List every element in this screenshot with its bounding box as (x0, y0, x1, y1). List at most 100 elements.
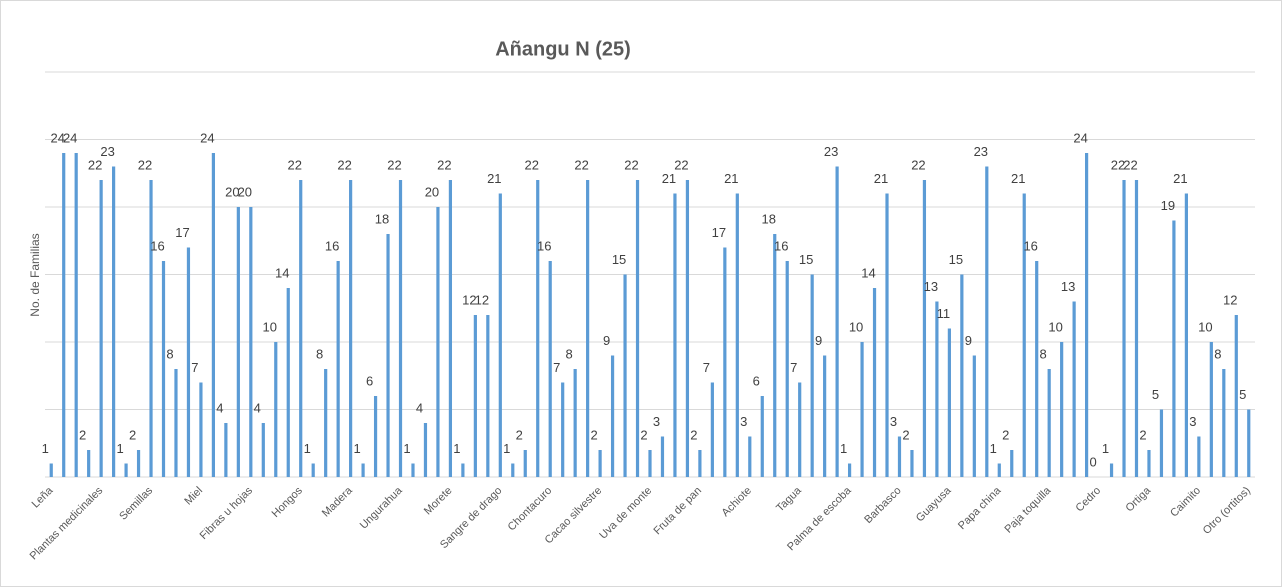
data-label: 22 (387, 157, 401, 172)
data-label: 15 (612, 252, 626, 267)
bar (1122, 180, 1126, 477)
data-label: 23 (824, 144, 838, 159)
bar (561, 382, 565, 477)
data-label: 10 (1198, 319, 1212, 334)
bar (935, 301, 939, 477)
data-label: 21 (662, 171, 676, 186)
data-label: 24 (50, 130, 64, 145)
bar (760, 396, 764, 477)
bar (448, 180, 453, 477)
data-label: 17 (175, 225, 189, 240)
data-label: 18 (375, 211, 389, 226)
bar (1084, 153, 1089, 477)
data-label: 2 (516, 427, 523, 442)
data-label: 0 (1089, 454, 1096, 469)
data-label: 10 (1048, 319, 1062, 334)
data-label: 4 (416, 400, 423, 415)
bar (847, 463, 852, 477)
data-label: 22 (287, 157, 301, 172)
data-label: 13 (1061, 279, 1075, 294)
bar (236, 207, 240, 477)
bar (798, 382, 802, 477)
bar (698, 450, 702, 477)
data-label: 12 (1223, 292, 1237, 307)
data-label: 7 (553, 360, 560, 375)
bar (685, 180, 690, 477)
data-label: 22 (437, 157, 451, 172)
bar (1035, 261, 1039, 477)
bar (186, 247, 191, 477)
data-label: 22 (1111, 157, 1125, 172)
data-label: 1 (990, 441, 997, 456)
data-label: 2 (79, 427, 86, 442)
bar (199, 382, 203, 477)
data-label: 21 (1173, 171, 1187, 186)
bar (311, 463, 315, 477)
data-label: 2 (590, 427, 597, 442)
data-label: 9 (965, 333, 972, 348)
bar (473, 315, 477, 477)
bar (361, 463, 365, 477)
data-label: 17 (712, 225, 726, 240)
bar (1147, 450, 1151, 477)
bar (985, 166, 989, 477)
data-label: 14 (275, 265, 289, 280)
data-label: 16 (1023, 238, 1037, 253)
data-label: 5 (1152, 387, 1159, 402)
data-label: 21 (724, 171, 738, 186)
data-label: 1 (1102, 441, 1109, 456)
data-label: 16 (150, 238, 164, 253)
data-label: 3 (1189, 414, 1196, 429)
bar (249, 207, 253, 477)
y-axis-label: No. de Familias (28, 233, 42, 316)
bar (386, 234, 390, 477)
bar (286, 288, 290, 477)
bar (112, 166, 116, 477)
bar (1234, 315, 1238, 477)
data-label: 24 (1073, 130, 1087, 145)
data-label: 2 (1002, 427, 1009, 442)
data-label: 22 (674, 157, 688, 172)
bar (423, 423, 428, 477)
bar (211, 153, 216, 477)
bar (997, 463, 1001, 477)
data-label: 24 (63, 130, 77, 145)
data-label: 8 (566, 346, 573, 361)
data-label: 10 (849, 319, 863, 334)
data-label: 12 (475, 292, 489, 307)
bar (1172, 220, 1176, 477)
data-label: 21 (487, 171, 501, 186)
bar (161, 261, 166, 477)
bar (910, 450, 914, 477)
bar (1010, 450, 1014, 477)
bar (1072, 301, 1076, 477)
bar (1109, 463, 1114, 477)
data-label: 22 (624, 157, 638, 172)
bar (299, 180, 303, 477)
bar (336, 261, 340, 477)
data-label: 16 (325, 238, 339, 253)
data-label: 1 (353, 441, 360, 456)
data-label: 1 (840, 441, 847, 456)
bar (498, 193, 502, 477)
data-label: 21 (874, 171, 888, 186)
bar (411, 463, 415, 477)
data-label: 2 (640, 427, 647, 442)
data-label: 9 (815, 333, 822, 348)
bar (261, 423, 265, 477)
bar (349, 180, 353, 477)
data-label: 3 (740, 414, 747, 429)
data-label: 1 (503, 441, 510, 456)
data-label: 7 (703, 360, 710, 375)
bar (511, 463, 515, 477)
bar (224, 423, 228, 477)
data-label: 22 (574, 157, 588, 172)
bar (62, 153, 66, 477)
data-label: 2 (1139, 427, 1146, 442)
data-label: 2 (902, 427, 909, 442)
bar (149, 180, 153, 477)
data-label: 22 (1123, 157, 1137, 172)
bar (897, 436, 902, 477)
data-label: 2 (690, 427, 697, 442)
